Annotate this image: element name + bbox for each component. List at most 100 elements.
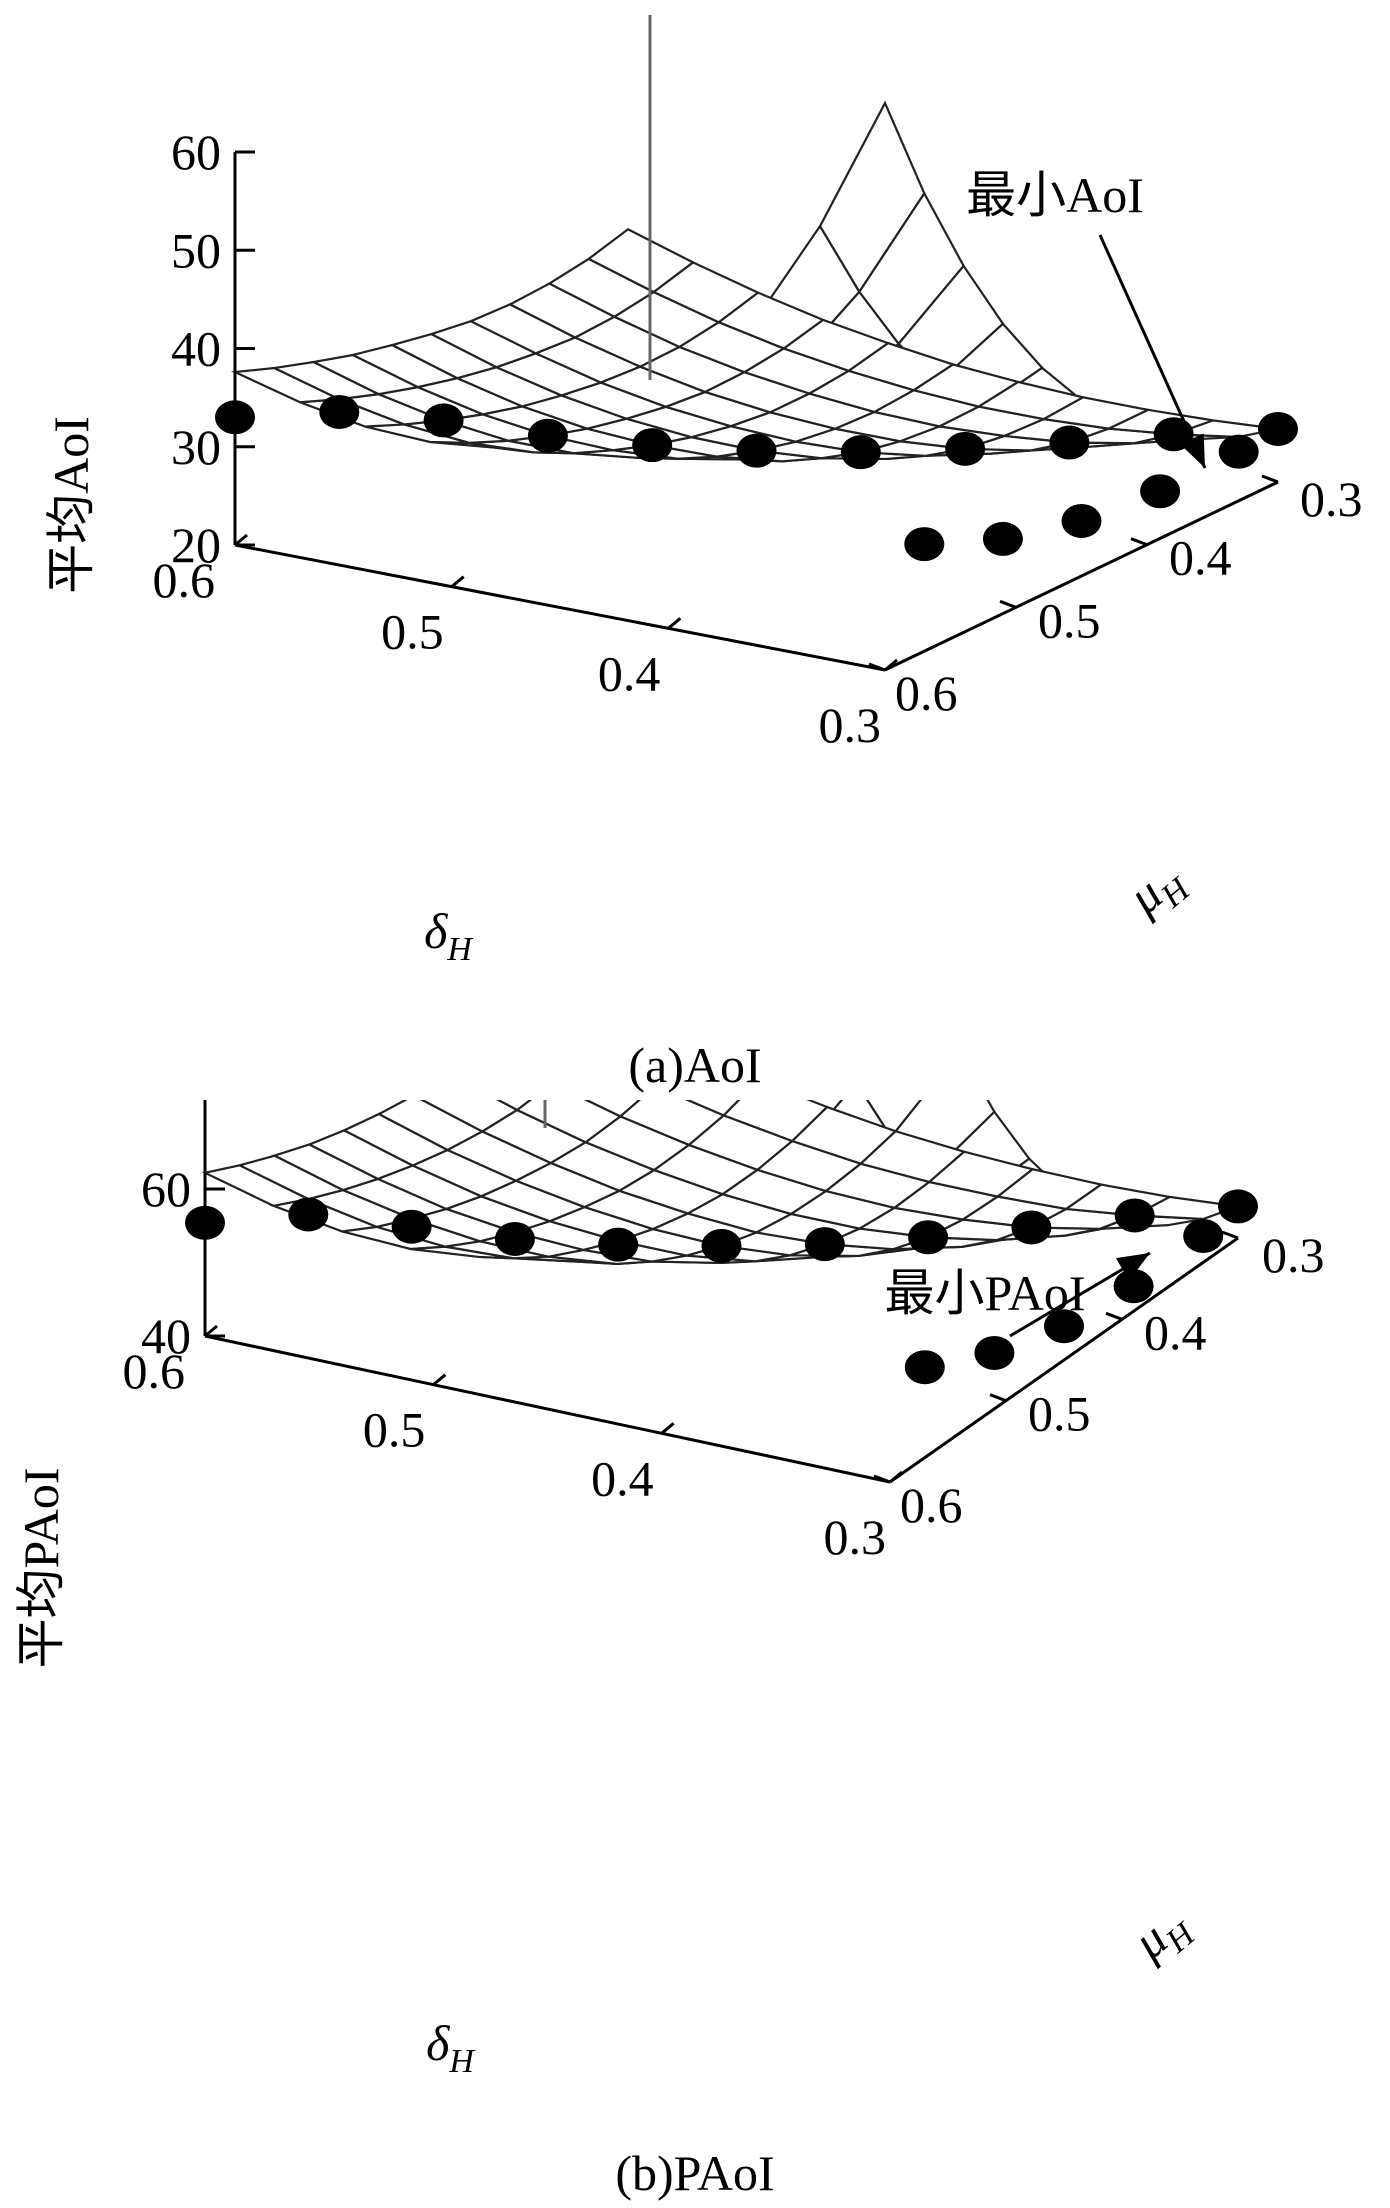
z-tick-label: 40 bbox=[171, 321, 221, 377]
annotation-arrow-head bbox=[1180, 433, 1205, 468]
chart-panel-aoi: 20 30 40 50 60 0.6 0.5 0.4 0.3 0.3 0.4 0.5 0.6 平均AoI… bbox=[0, 0, 1390, 1100]
y-tick-label: 0.5 bbox=[1038, 592, 1101, 648]
annotation-arrow-line bbox=[1098, 234, 1207, 469]
y-tick bbox=[873, 1474, 891, 1484]
minimum-annotation: 最小PAoI bbox=[885, 1251, 1151, 1338]
x-axis-line bbox=[234, 543, 886, 672]
x-tick-label: 0.5 bbox=[381, 604, 444, 660]
surface-cell bbox=[496, 1100, 532, 1112]
x-tick bbox=[889, 1470, 903, 1484]
min-point bbox=[904, 527, 945, 562]
min-point bbox=[319, 394, 360, 429]
minimum-label: 最小PAoI bbox=[885, 1265, 1086, 1321]
min-point bbox=[982, 521, 1023, 556]
x-tick-label: 0.3 bbox=[819, 697, 882, 753]
z-tick-label: 40 bbox=[141, 1308, 191, 1364]
y-tick bbox=[1105, 1311, 1123, 1321]
min-point bbox=[598, 1227, 639, 1262]
surface-cell bbox=[684, 1100, 741, 1117]
aoi-surface-chart: 20 30 40 50 60 0.6 0.5 0.4 0.3 0.3 0.4 0.5 0.6 平均AoI… bbox=[43, 15, 1363, 1093]
z-tick-label: 60 bbox=[141, 1161, 191, 1217]
x-axis-title: δH bbox=[426, 2015, 476, 2080]
caption: (b)PAoI bbox=[615, 2145, 774, 2201]
min-point bbox=[974, 1335, 1015, 1370]
min-point bbox=[840, 435, 881, 470]
x-axis-line bbox=[204, 1334, 891, 1484]
axis-labels: 平均PAoI δH μH bbox=[13, 1468, 1204, 2080]
surface-cell bbox=[419, 1100, 520, 1133]
x-tick-label: 0.6 bbox=[153, 552, 216, 608]
x-tick-label: 0.4 bbox=[591, 1450, 654, 1506]
y-tick bbox=[1261, 474, 1279, 484]
min-point bbox=[391, 1209, 432, 1244]
min-point bbox=[1218, 434, 1259, 469]
min-point bbox=[908, 1220, 949, 1255]
min-point bbox=[1049, 425, 1090, 460]
y-tick bbox=[868, 662, 886, 672]
x-tick-label: 0.4 bbox=[598, 645, 661, 701]
min-point bbox=[185, 1205, 225, 1240]
z-axis-title: 平均AoI bbox=[43, 416, 99, 594]
min-point bbox=[215, 400, 255, 435]
x-axis-symbol: δ bbox=[424, 903, 448, 959]
min-point bbox=[701, 1228, 742, 1263]
min-point bbox=[1114, 1198, 1155, 1233]
min-point bbox=[736, 433, 777, 468]
x-axis-subscript: H bbox=[446, 931, 474, 968]
x-tick-label: 0.6 bbox=[123, 1343, 186, 1399]
x-axis-subscript: H bbox=[448, 2043, 476, 2080]
y-axis-line bbox=[884, 480, 1279, 672]
min-point bbox=[1044, 1309, 1084, 1344]
min-point bbox=[1011, 1210, 1052, 1245]
y-tick bbox=[1130, 537, 1148, 547]
y-tick-label: 0.6 bbox=[895, 665, 958, 721]
y-tick-label: 0.6 bbox=[900, 1477, 963, 1533]
y-tick-label: 0.4 bbox=[1169, 530, 1232, 586]
min-point bbox=[1113, 1269, 1154, 1304]
min-point bbox=[804, 1227, 845, 1262]
min-points bbox=[215, 394, 1298, 562]
min-point bbox=[494, 1221, 535, 1256]
x-tick bbox=[667, 617, 682, 630]
min-point bbox=[1140, 474, 1181, 509]
x-tick bbox=[660, 1422, 675, 1435]
x-tick bbox=[450, 575, 465, 588]
y-axis-title: μH bbox=[1116, 848, 1198, 932]
surface-cell bbox=[583, 1100, 641, 1118]
axes: 4060801000.60.50.40.30.30.40.50.6 bbox=[123, 1100, 1325, 1565]
x-axis-symbol: δ bbox=[426, 2015, 450, 2071]
y-tick-label: 0.5 bbox=[1028, 1386, 1091, 1442]
caption: (a)AoI bbox=[628, 1037, 761, 1093]
min-point bbox=[1183, 1218, 1224, 1253]
x-tick bbox=[432, 1373, 447, 1386]
min-point bbox=[1258, 411, 1298, 446]
y-tick bbox=[999, 599, 1017, 609]
axes: 20 30 40 50 60 0.6 0.5 0.4 0.3 0.3 0.4 0.5 0.6 bbox=[153, 124, 1363, 753]
y-tick-label: 0.4 bbox=[1144, 1304, 1207, 1360]
x-tick-label: 0.3 bbox=[824, 1509, 887, 1565]
min-point bbox=[945, 431, 986, 466]
min-point bbox=[423, 403, 464, 438]
annotation-arrow-head bbox=[1115, 1253, 1150, 1281]
min-point bbox=[904, 1350, 945, 1385]
min-points bbox=[185, 1189, 1258, 1385]
z-axis-title: 平均PAoI bbox=[13, 1468, 69, 1669]
min-point bbox=[1061, 503, 1102, 538]
y-tick-label: 0.3 bbox=[1262, 1227, 1325, 1283]
x-axis-title: δH bbox=[424, 903, 474, 968]
min-point bbox=[527, 418, 568, 453]
y-axis-line bbox=[889, 1236, 1239, 1484]
minimum-annotation: 最小AoI bbox=[966, 167, 1207, 469]
chart-panel-paoi: 4060801000.60.50.40.30.30.40.50.6 平均PAoI… bbox=[0, 1100, 1390, 2208]
surface-wireframe bbox=[230, 15, 1279, 463]
min-point bbox=[1218, 1189, 1258, 1224]
z-tick-label: 60 bbox=[171, 124, 221, 180]
y-tick-label: 0.3 bbox=[1300, 471, 1363, 527]
y-tick bbox=[989, 1393, 1007, 1403]
surface-wireframe bbox=[201, 1100, 1239, 1266]
y-tick bbox=[1221, 1230, 1239, 1240]
min-point bbox=[632, 428, 673, 463]
minimum-label: 最小AoI bbox=[966, 167, 1144, 223]
x-tick-label: 0.5 bbox=[363, 1402, 426, 1458]
z-tick-label: 50 bbox=[171, 222, 221, 278]
